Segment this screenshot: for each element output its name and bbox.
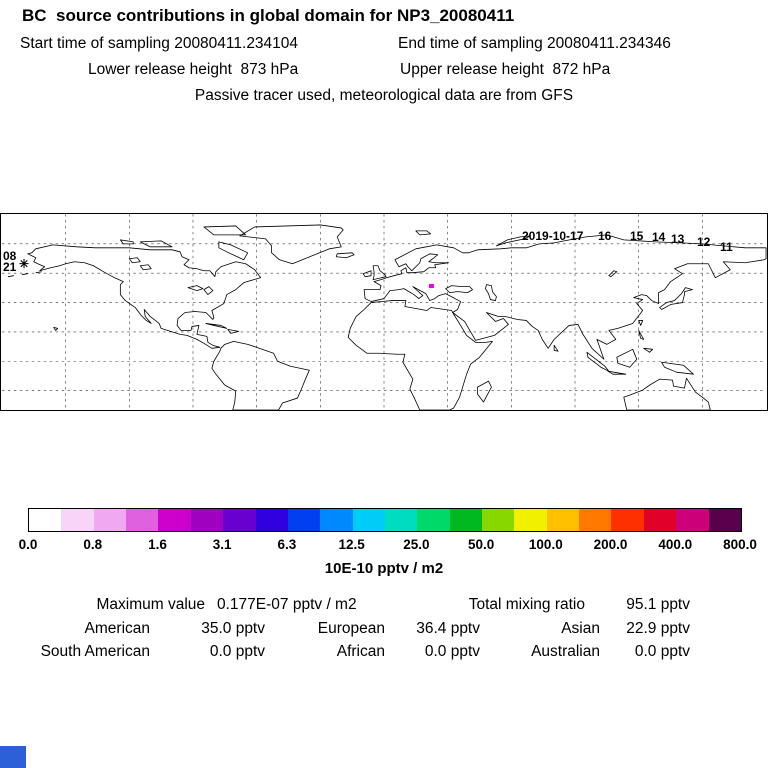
colorbar-tick-label: 50.0: [467, 537, 495, 552]
coastline-ireland: [362, 270, 372, 278]
map-annotation: 14: [652, 230, 666, 244]
coastline-arctic-islands: [119, 225, 531, 261]
stat-label: Total mixing ratio: [468, 596, 585, 613]
colorbar-tick-label: 200.0: [593, 537, 628, 552]
colorbar-segment: [158, 509, 191, 531]
stat-label: Australian: [531, 643, 600, 660]
coastline-britain: [372, 265, 387, 281]
colorbar-segment: [482, 509, 515, 531]
coastlines: [7, 224, 767, 410]
coastline-madagascar: [477, 380, 492, 403]
coastline-japan: [659, 287, 693, 310]
colorbar-tick-label: 12.5: [338, 537, 365, 552]
coastline-iceland: [335, 252, 355, 259]
colorbar-segment: [255, 509, 288, 531]
release-point-marker: [429, 284, 434, 288]
coastline-north-america: [27, 244, 262, 349]
colorbar-segment: [223, 509, 256, 531]
stat-value: 0.0 pptv: [209, 643, 265, 660]
start-time-text: Start time of sampling 20080411.234104: [20, 35, 299, 52]
map-annotation: 15: [630, 229, 644, 243]
stat-label: Asian: [561, 620, 600, 637]
map-annotation: 21: [3, 260, 17, 274]
stat-value: 95.1 pptv: [626, 596, 690, 613]
world-map: [1, 214, 767, 410]
colorbar-tick-label: 6.3: [277, 537, 297, 552]
colorbar-tick-label: 25.0: [403, 537, 430, 552]
colorbar-segment: [546, 509, 580, 531]
map-annotation: 13: [671, 232, 685, 246]
colorbar-segment: [449, 509, 483, 531]
coastline-caribbean: [205, 323, 240, 334]
stat-label: Maximum value: [96, 596, 205, 613]
colorbar-segment: [643, 509, 677, 531]
colorbar: [28, 508, 742, 532]
world-map-panel: 2019-10-17 16 15 14 13 12 11 08 21 ✳: [0, 213, 768, 411]
colorbar-segment: [61, 509, 94, 531]
colorbar-segment: [126, 509, 159, 531]
map-annotation: 08: [3, 249, 17, 263]
colorbar-tick-label: 0.0: [18, 537, 38, 552]
colorbar-segment: [287, 509, 321, 531]
map-annotation: 12: [697, 235, 711, 249]
upper-release-text: Upper release height 872 hPa: [400, 61, 611, 78]
colorbar-ticks: 0.0 0.8 1.6 3.1 6.3 12.5 25.0 50.0 100.0 200.0 400…: [0, 537, 768, 553]
colorbar-segment: [514, 509, 547, 531]
colorbar-tick-label: 3.1: [212, 537, 232, 552]
stat-label: American: [84, 620, 150, 637]
stat-value: 0.177E-07 pptv / m2: [217, 596, 357, 613]
page-title: BC source contributions in global domain…: [22, 6, 515, 25]
map-annotation: 16: [598, 229, 612, 243]
stats-row-contributions-1: American 35.0 pptv European 36.4 pptv Asian 2…: [0, 620, 690, 638]
map-annotation: 2019-10-17: [522, 229, 584, 243]
stat-value: 35.0 pptv: [201, 620, 265, 637]
colorbar-segment: [352, 509, 385, 531]
stat-value: 0.0 pptv: [424, 643, 480, 660]
coastline-australia: [623, 377, 711, 410]
colorbar-segment: [29, 509, 62, 531]
stats-row-contributions-2: South American 0.0 pptv African 0.0 pptv Aus…: [0, 643, 690, 661]
tracer-note-text: Passive tracer used, meteorological data…: [194, 87, 574, 104]
colorbar-segment: [93, 509, 127, 531]
lower-release-text: Lower release height 873 hPa: [88, 61, 299, 78]
stat-value: 22.9 pptv: [626, 620, 690, 637]
stats-row-maximum: Maximum value 0.177E-07 pptv / m2 Total mi…: [0, 596, 690, 614]
colorbar-tick-label: 0.8: [83, 537, 103, 552]
colorbar-segment: [384, 509, 418, 531]
stat-label: South American: [40, 643, 150, 660]
coastline-eurasia: [363, 234, 767, 360]
end-time-text: End time of sampling 20080411.234346: [398, 35, 671, 52]
colorbar-segment: [320, 509, 353, 531]
colorbar-tick-label: 400.0: [658, 537, 693, 552]
colorbar-tick-label: 100.0: [528, 537, 563, 552]
stat-label: African: [336, 643, 385, 660]
colorbar-tick-label: 1.6: [148, 537, 167, 552]
coastline-pacific-islands: [7, 271, 59, 331]
coastline-southeast-asia: [553, 320, 694, 375]
stat-label: European: [317, 620, 385, 637]
colorbar-segment: [417, 509, 450, 531]
colorbar-segment: [190, 509, 224, 531]
colorbar-segment: [611, 509, 644, 531]
coastline-south-america: [211, 340, 310, 410]
map-annotation-layer: 2019-10-17 16 15 14 13 12 11 08 21 ✳: [1, 214, 767, 410]
colorbar-segment: [579, 509, 612, 531]
map-annotation: 11: [720, 240, 733, 254]
inland-seas-and-lakes: [128, 257, 618, 301]
colorbar-units-label: 10E-10 pptv / m2: [324, 560, 444, 577]
colorbar-tick-label: 800.0: [723, 537, 757, 552]
colorbar-segment: [676, 509, 709, 531]
corner-logo-mark: [0, 746, 26, 768]
colorbar-segment: [708, 509, 741, 531]
coastline-africa: [347, 300, 493, 410]
stat-value: 0.0 pptv: [634, 643, 690, 660]
map-annotation: ✳: [19, 257, 30, 271]
stat-value: 36.4 pptv: [416, 620, 480, 637]
coastline-greenland: [239, 224, 344, 265]
map-gridlines: [1, 214, 767, 410]
